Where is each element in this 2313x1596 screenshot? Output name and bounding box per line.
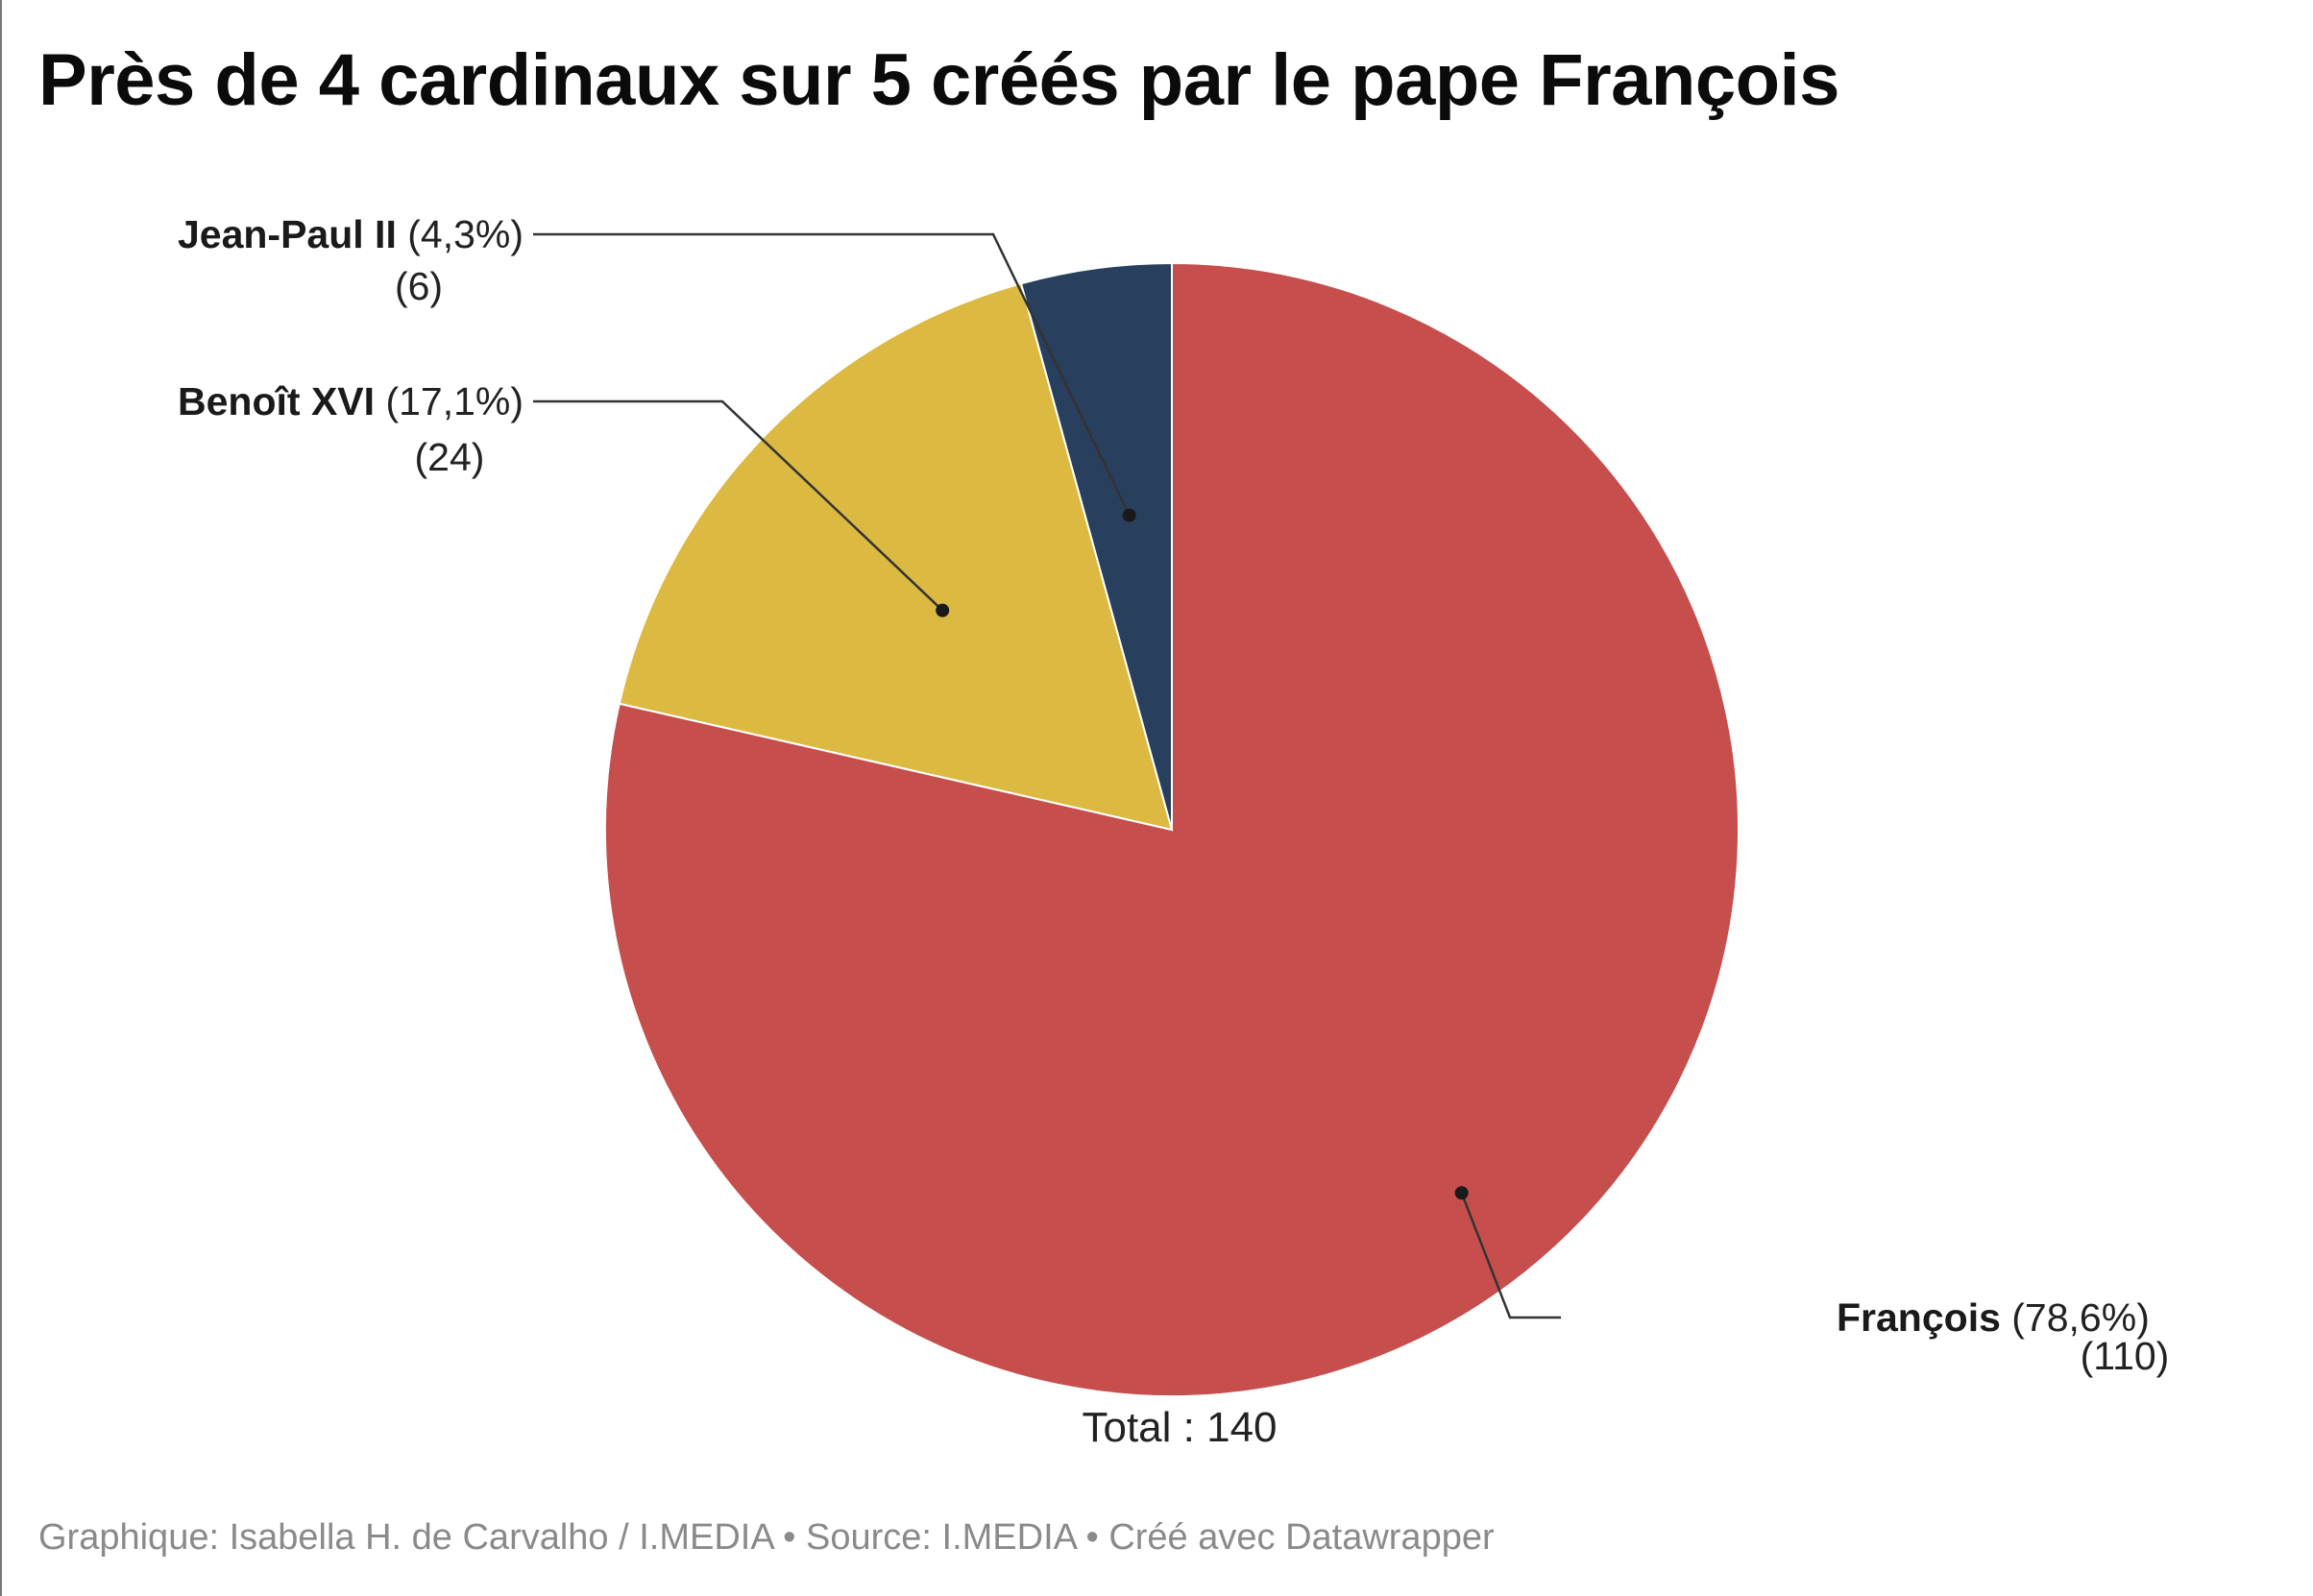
leader-line — [533, 399, 944, 612]
slice-label: Jean-Paul II (4,3%) — [178, 212, 523, 256]
slice-label: Benoît XVI (17,1%) — [178, 379, 523, 423]
leader-line — [533, 232, 1131, 517]
slice-label-count: (24) — [415, 435, 485, 479]
label-leaders — [533, 232, 1561, 1319]
chart-footer: Graphique: Isabella H. de Carvalho / I.M… — [38, 1517, 1495, 1558]
slice-label-count: (6) — [395, 264, 443, 308]
slice-label-name: Benoît XVI — [178, 379, 375, 423]
slice-label-percent: (4,3%) — [397, 212, 523, 256]
slice-label-name: François — [1837, 1295, 2001, 1340]
slice-label-count: (110) — [2081, 1334, 2170, 1378]
frame-border — [0, 0, 2, 1596]
leader-dot — [1122, 508, 1136, 522]
pie-slices — [604, 261, 1740, 1397]
leader-line — [1460, 1192, 1561, 1319]
leader-dot — [1454, 1186, 1469, 1200]
slice-labels: François (78,6%)(110)Benoît XVI (17,1%)(… — [178, 212, 2169, 1378]
slice-label-name: Jean-Paul II — [178, 212, 397, 256]
slice-label-percent: (78,6%) — [2001, 1295, 2150, 1340]
slice-label: François (78,6%) — [1837, 1295, 2150, 1340]
pie-slice-jean-paul-ii — [1019, 261, 1173, 831]
chart-title: Près de 4 cardinaux sur 5 créés par le p… — [38, 39, 1839, 121]
total-label: Total : 140 — [1082, 1404, 1278, 1451]
slice-label-percent: (17,1%) — [375, 379, 523, 423]
leader-dot — [936, 603, 950, 617]
